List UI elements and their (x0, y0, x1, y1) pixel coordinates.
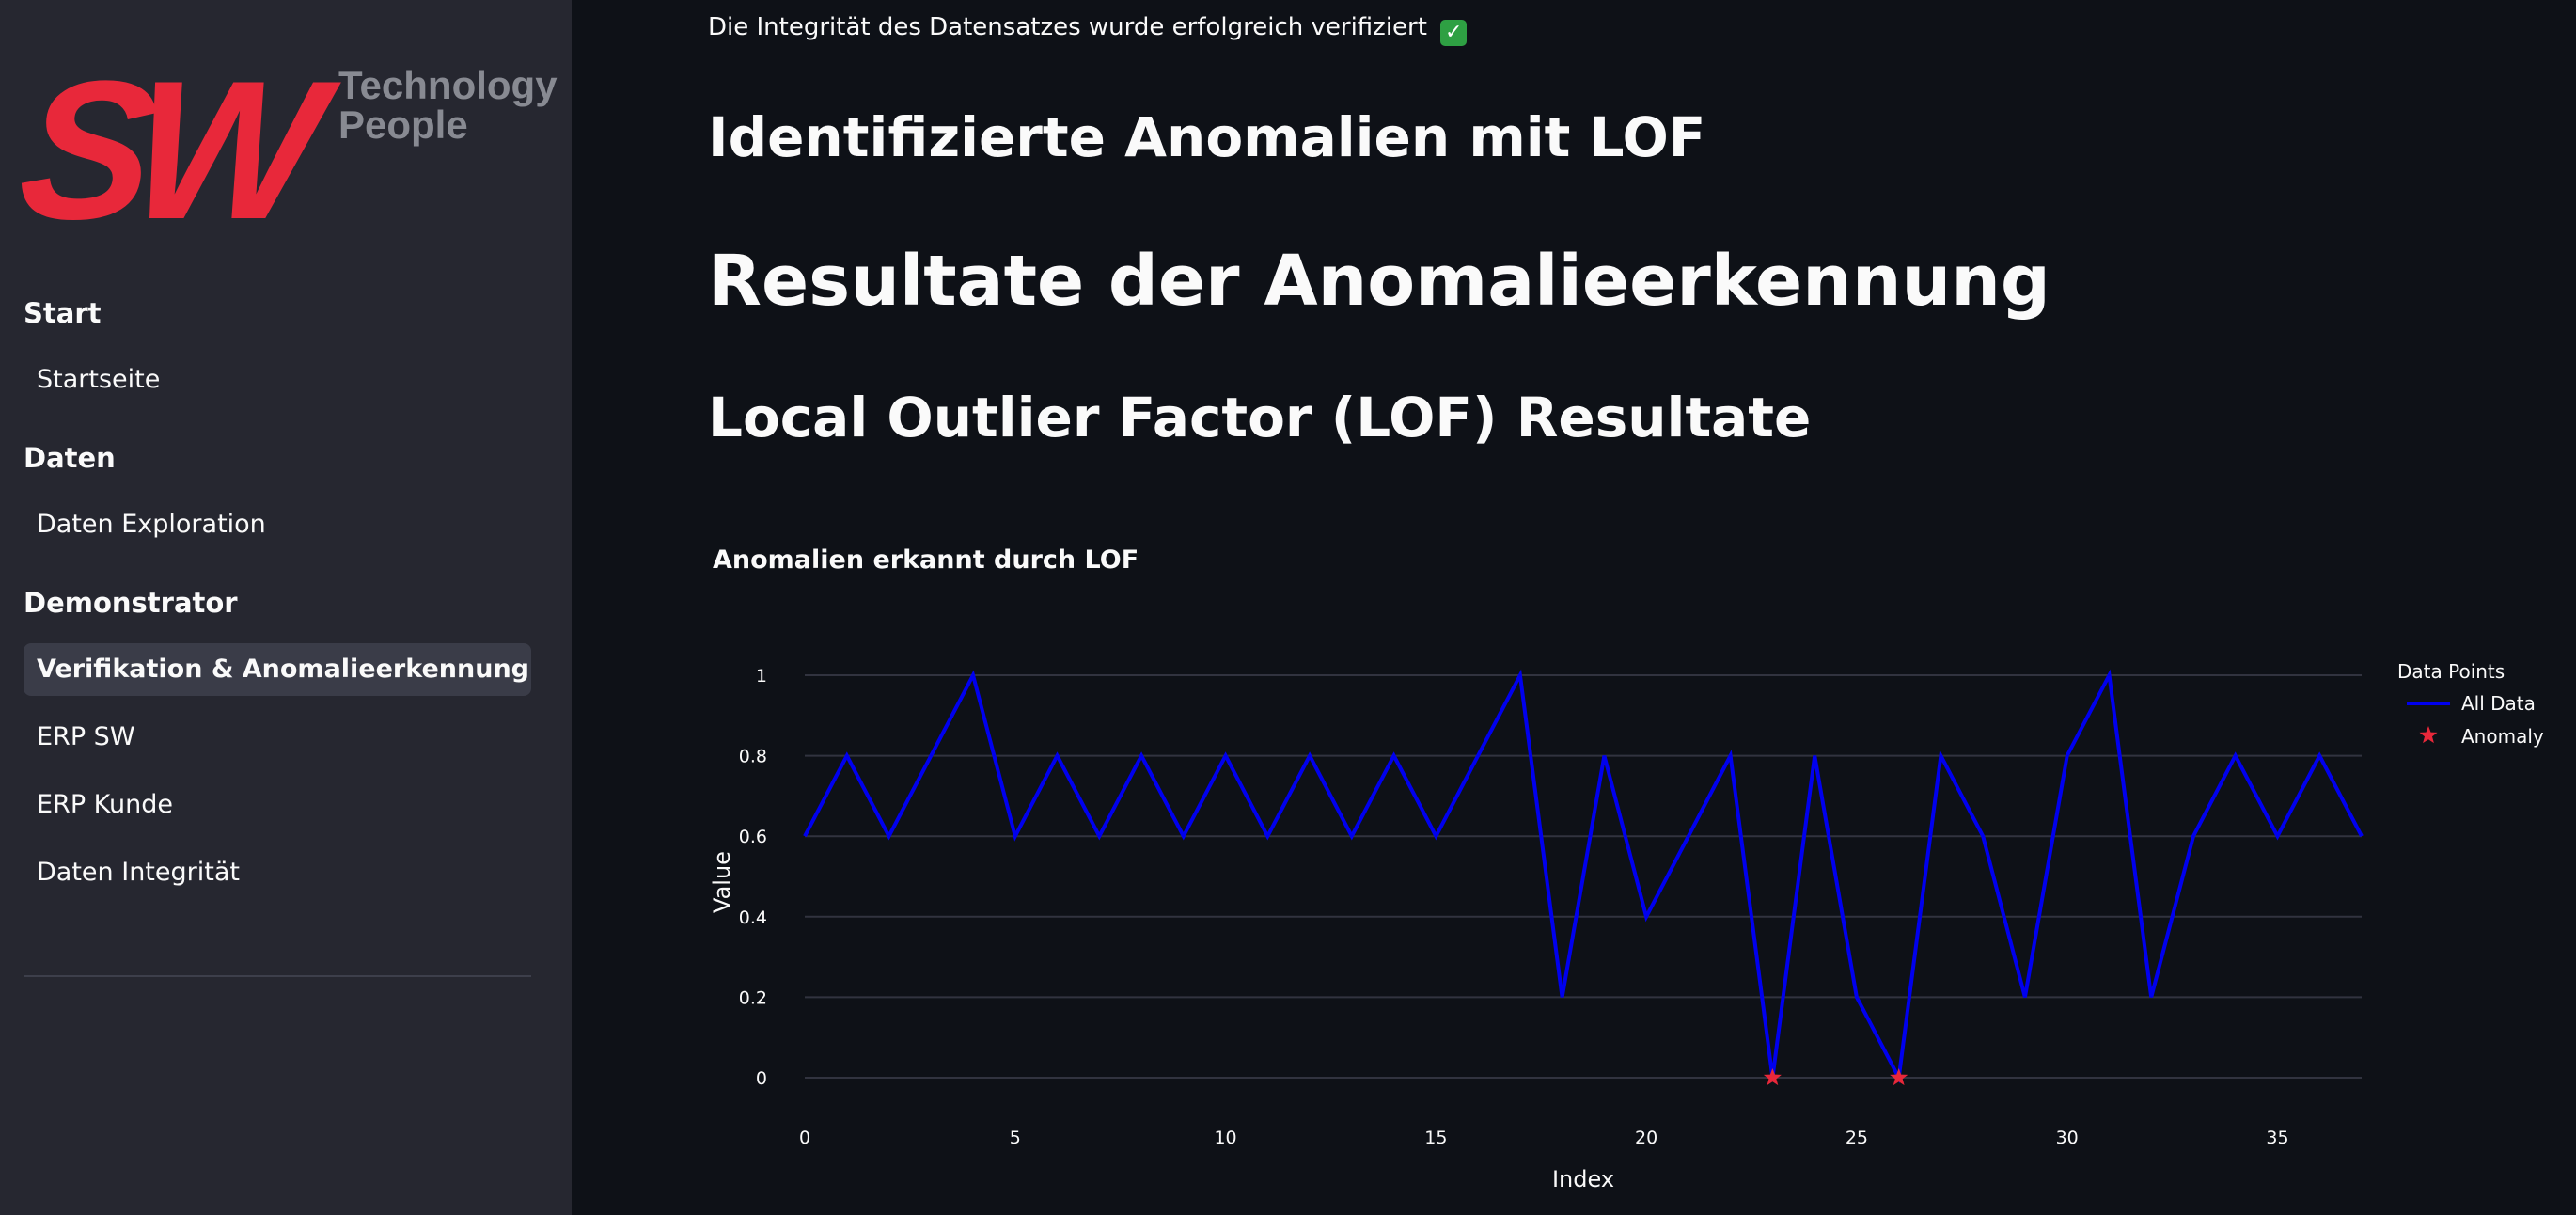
logo-tagline-line2: People (338, 103, 468, 147)
x-tick-label: 0 (799, 1128, 810, 1148)
y-tick-label: 1 (756, 666, 767, 686)
check-mark-button-icon: ✓ (1440, 20, 1468, 46)
x-tick-label: 5 (1010, 1128, 1021, 1148)
sidebar-divider (24, 975, 531, 977)
sidebar-item-daten-integritaet[interactable]: Daten Integrität (37, 858, 240, 887)
y-tick-label: 0.4 (739, 907, 767, 928)
main-content: Die Integrität des Datensatzes wurde erf… (572, 0, 2576, 1215)
y-tick-label: 0.8 (739, 747, 767, 767)
sw-logo[interactable]: SW Technology People (11, 39, 558, 260)
nav-header-demonstrator: Demonstrator (24, 587, 238, 619)
heading-identified-anomalies: Identifizierte Anomalien mit LOF (708, 105, 1706, 169)
sidebar-item-verifikation-anomalieerkennung[interactable]: Verifikation & Anomalieerkennung (24, 643, 531, 696)
y-axis-title: Value (709, 851, 735, 913)
legend-title: Data Points (2397, 660, 2505, 683)
anomaly-point (1890, 1068, 1908, 1086)
integrity-message-text: Die Integrität des Datensatzes wurde erf… (708, 13, 1427, 41)
y-tick-label: 0 (756, 1068, 767, 1089)
nav-header-daten: Daten (24, 442, 116, 474)
x-tick-label: 35 (2266, 1128, 2288, 1148)
sidebar-item-startseite[interactable]: Startseite (37, 365, 161, 394)
x-tick-label: 25 (1846, 1128, 1868, 1148)
logo-tagline-line1: Technology (338, 63, 558, 107)
legend-label-all-data: All Data (2461, 692, 2536, 715)
x-tick-label: 10 (1214, 1128, 1236, 1148)
sidebar-item-erp-kunde[interactable]: ERP Kunde (37, 790, 174, 819)
x-tick-label: 15 (1424, 1128, 1447, 1148)
sidebar-item-erp-sw[interactable]: ERP SW (37, 722, 135, 751)
logo-brand-text: SW (10, 39, 311, 260)
y-tick-label: 0.2 (739, 987, 767, 1008)
chart-title: Anomalien erkannt durch LOF (713, 545, 1139, 575)
x-axis-title: Index (1552, 1166, 1614, 1192)
integrity-success-message: Die Integrität des Datensatzes wurde erf… (708, 13, 1468, 46)
x-tick-label: 20 (1635, 1128, 1657, 1148)
logo-tagline: Technology People (338, 66, 558, 145)
legend-label-anomaly: Anomaly (2461, 725, 2544, 748)
y-tick-label: 0.6 (739, 827, 767, 847)
lof-anomaly-chart[interactable]: Anomalien erkannt durch LOF 0 0.2 0.4 0.6 0.8… (572, 0, 2576, 1215)
heading-results: Resultate der Anomalieerkennung (708, 241, 2050, 322)
anomaly-point (1763, 1068, 1782, 1086)
x-tick-label: 30 (2056, 1128, 2079, 1148)
nav-header-start: Start (24, 297, 102, 329)
legend-star-swatch (2419, 726, 2438, 744)
sidebar: SW Technology People Start Startseite Da… (0, 0, 572, 1215)
sidebar-item-daten-exploration[interactable]: Daten Exploration (37, 510, 266, 539)
heading-lof-results: Local Outlier Factor (LOF) Resultate (708, 386, 1812, 450)
series-line-all-data (803, 669, 2364, 1084)
